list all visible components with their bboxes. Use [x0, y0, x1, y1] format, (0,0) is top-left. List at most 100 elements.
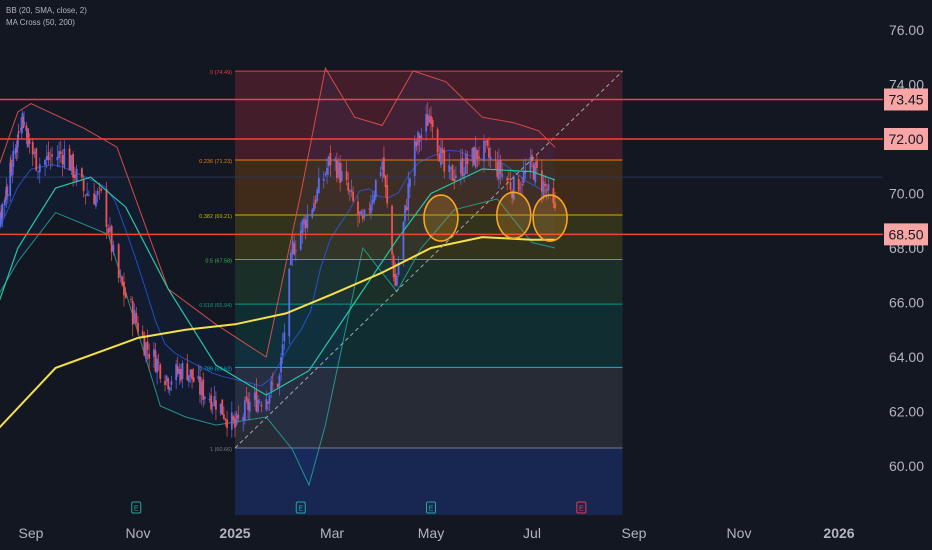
fib-level-label: 0 (74.49) — [210, 70, 232, 76]
candle-body — [199, 376, 201, 395]
candle-body — [464, 153, 467, 174]
earnings-marker — [295, 501, 306, 514]
candle-body — [545, 189, 548, 192]
candle-body — [509, 182, 512, 190]
candle-body — [124, 292, 127, 298]
candle-body — [391, 205, 393, 255]
candle-body — [31, 142, 34, 155]
candle-body — [23, 121, 25, 126]
candle-body — [394, 273, 397, 286]
candle-body — [20, 126, 23, 131]
candle-body — [415, 141, 418, 147]
x-tick-label: Nov — [727, 525, 752, 541]
candle-body — [386, 185, 389, 204]
candle-body — [499, 159, 502, 175]
ma200-line — [0, 236, 555, 429]
candle-body — [501, 173, 504, 178]
candle-body — [373, 194, 376, 202]
candle-body — [413, 139, 416, 176]
x-tick-label: Nov — [126, 525, 151, 541]
candle-body — [56, 156, 59, 161]
candle-body — [165, 375, 168, 382]
drawings — [0, 70, 883, 449]
candle-body — [345, 171, 348, 181]
candle-body — [210, 395, 213, 410]
candle-body — [68, 148, 71, 171]
candle-body — [441, 148, 444, 153]
candle-body — [281, 344, 284, 356]
candle-body — [84, 195, 87, 196]
candle-body — [6, 189, 9, 196]
candle-body — [35, 148, 38, 171]
candle-body — [145, 342, 147, 359]
fib-zone — [235, 259, 623, 305]
fib-level-label: 0.5 (67.58) — [205, 258, 232, 264]
candle-body — [192, 377, 195, 382]
candle-body — [9, 162, 12, 196]
candle-body — [473, 147, 475, 166]
candle-body — [463, 173, 466, 176]
candle-body — [451, 165, 454, 181]
candle-body — [519, 187, 522, 189]
earnings-marker-letter: E — [579, 506, 584, 513]
candle-body — [131, 301, 134, 325]
candle-body — [506, 177, 509, 181]
candle-body — [448, 165, 451, 173]
candle-body — [176, 366, 179, 374]
legend-ma-cross[interactable]: MA Cross (50, 200) — [6, 18, 75, 27]
highlight-circle — [532, 194, 568, 242]
candle-body — [374, 179, 377, 198]
fib-level-label: 1 (60.66) — [210, 447, 232, 453]
axes: 76.0074.0072.0070.0068.0066.0064.0062.00… — [19, 22, 928, 541]
candle-body — [230, 412, 233, 430]
y-tick-label: 60.00 — [889, 458, 924, 474]
legend-bollinger[interactable]: BB (20, SMA, close, 2) — [6, 6, 87, 15]
candle-body — [112, 244, 115, 252]
candle-body — [329, 153, 332, 166]
candle-body — [121, 276, 124, 286]
earnings-marker — [426, 501, 436, 514]
fib-zone — [235, 304, 623, 368]
price-label-text: 68.50 — [888, 226, 923, 242]
candle-body — [222, 414, 225, 419]
candle-body — [107, 228, 110, 234]
candle-body — [484, 140, 487, 143]
candle-body — [547, 184, 550, 191]
candle-body — [1, 204, 4, 218]
candle-body — [73, 174, 76, 179]
candle-body — [554, 202, 556, 208]
bb-upper-band — [0, 66, 556, 358]
earnings-marker — [576, 501, 587, 514]
fib-level-label: 0.618 (65.94) — [199, 303, 232, 309]
candle-body — [289, 252, 292, 265]
candle-body — [486, 140, 489, 146]
candle-body — [59, 151, 62, 155]
candle-body — [443, 150, 446, 172]
candle-body — [265, 399, 268, 410]
candle-body — [311, 209, 314, 218]
candle-body — [283, 332, 286, 342]
candle-body — [157, 361, 160, 363]
candle-body — [248, 401, 251, 412]
candle-body — [474, 147, 477, 168]
candle-body — [153, 349, 155, 357]
candle-body — [211, 404, 214, 406]
fib-level-label: 0.236 (71.23) — [199, 159, 232, 165]
x-tick-label: 2026 — [823, 525, 854, 541]
candle-body — [370, 204, 372, 214]
candle-body — [350, 189, 353, 193]
candle-body — [306, 213, 309, 229]
candle-body — [61, 155, 64, 165]
candle-body — [542, 181, 545, 196]
candle-body — [324, 174, 327, 176]
candle-body — [436, 129, 439, 153]
candle-body — [304, 219, 307, 229]
fib-extension-zone — [235, 448, 623, 515]
candle-body — [49, 158, 52, 160]
fib-level-label: 0.786 (63.62) — [199, 366, 232, 372]
candle-body — [271, 383, 274, 385]
candle-body — [428, 116, 431, 123]
x-tick-label: Sep — [622, 525, 647, 541]
y-tick-label: 62.00 — [889, 404, 924, 420]
